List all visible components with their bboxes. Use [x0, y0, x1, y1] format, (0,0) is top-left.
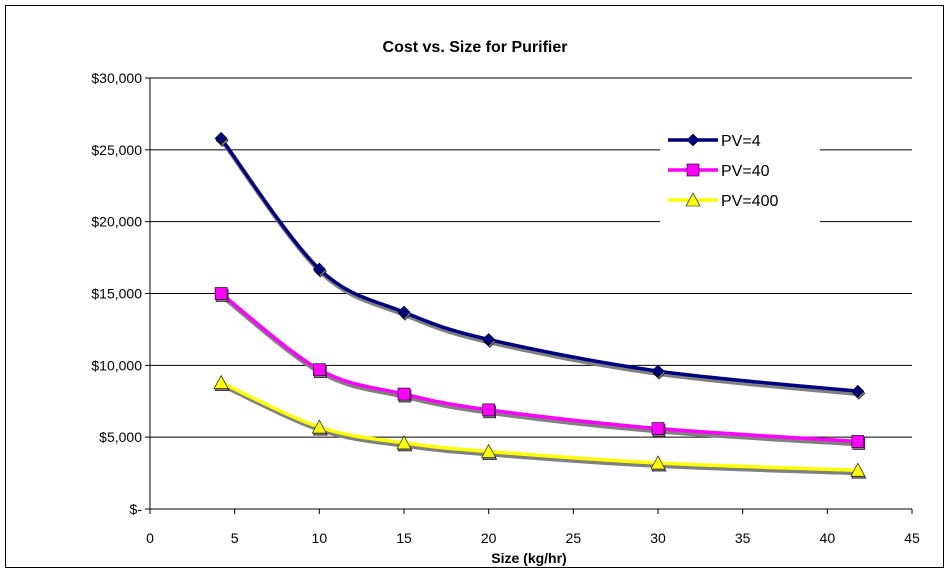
data-point-2 — [851, 435, 865, 448]
data-point-3 — [650, 455, 666, 470]
x-axis-title: Size (kg/hr) — [491, 550, 566, 566]
y-tick-label: $- — [130, 501, 143, 517]
y-tick-label: $20,000 — [91, 214, 142, 230]
data-point-3 — [311, 419, 327, 434]
data-point-3 — [481, 443, 497, 458]
y-tick-label: $30,000 — [91, 70, 142, 86]
data-point-1 — [851, 384, 865, 398]
series-line-2 — [219, 291, 860, 444]
chart-container: Cost vs. Size for Purifier $- $5,000 $10,0… — [5, 5, 944, 568]
data-point-1 — [397, 305, 411, 319]
series-line-1 — [219, 136, 860, 393]
series-lines — [213, 131, 867, 479]
x-tick-label: 25 — [566, 530, 582, 546]
chart-title: Cost vs. Size for Purifier — [383, 39, 568, 56]
line-chart: Cost vs. Size for Purifier $- $5,000 $10,0… — [5, 5, 944, 568]
data-point-2 — [651, 422, 665, 435]
x-tick-label: 5 — [231, 530, 239, 546]
x-tick-label: 20 — [481, 530, 497, 546]
y-tick-label: $15,000 — [91, 286, 142, 302]
legend: PV=4 PV=40 PV=400 — [660, 129, 820, 229]
data-point-1 — [482, 333, 496, 346]
data-point-3 — [396, 435, 412, 450]
x-tick-label: 35 — [735, 530, 751, 546]
data-point-2 — [313, 363, 326, 376]
legend-box — [660, 129, 820, 229]
legend-label-1: PV=4 — [721, 133, 761, 150]
axes: $- $5,000 $10,000 $15,000 $20,000 $25,000 $30,… — [91, 70, 920, 546]
legend-marker-1 — [686, 133, 700, 147]
series-shadow-2 — [220, 294, 861, 447]
y-tick-label: $5,000 — [99, 429, 142, 445]
y-tick-label: $10,000 — [91, 357, 142, 373]
x-tick-label: 40 — [820, 530, 836, 546]
data-point-3 — [850, 462, 866, 477]
x-tick-label: 15 — [396, 530, 412, 546]
x-tick-label: 30 — [650, 530, 666, 546]
chart-frame — [5, 5, 944, 568]
x-tick-label: 0 — [146, 530, 154, 546]
data-point-3 — [213, 374, 229, 389]
data-point-2 — [214, 287, 228, 300]
y-tick-label: $25,000 — [91, 142, 142, 158]
data-point-2 — [397, 387, 411, 401]
data-point-1 — [214, 131, 228, 145]
data-point-1 — [312, 262, 326, 276]
legend-label-2: PV=40 — [721, 163, 770, 180]
data-point-2 — [482, 403, 495, 417]
x-tick-label: 45 — [904, 530, 920, 546]
data-point-1 — [651, 364, 665, 378]
legend-marker-2 — [686, 163, 700, 177]
legend-label-3: PV=400 — [721, 193, 778, 210]
legend-marker-3 — [685, 192, 701, 207]
x-tick-label: 10 — [312, 530, 328, 546]
